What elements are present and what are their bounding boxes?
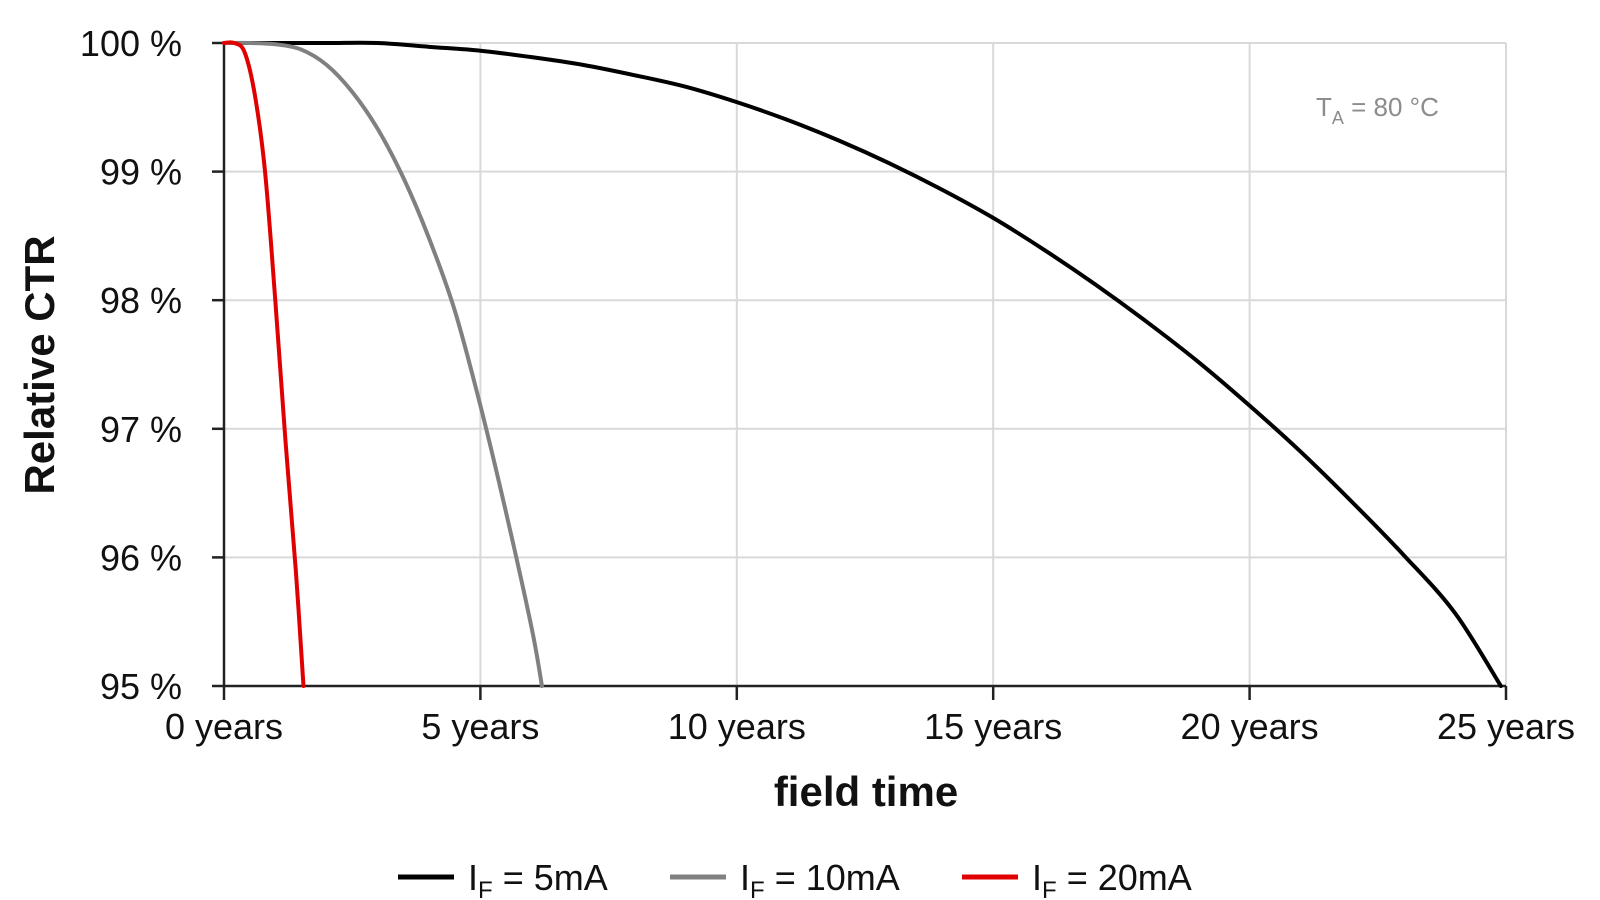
- y-tick-label: 100 %: [80, 23, 182, 64]
- series-line-2: [222, 40, 544, 688]
- y-tick-label: 99 %: [100, 152, 182, 193]
- series-layer: [222, 40, 1503, 688]
- axes-layer: [212, 41, 1508, 700]
- x-tick-label: 25 years: [1437, 706, 1575, 747]
- legend-label-1: IF = 5mA: [468, 857, 608, 900]
- y-tick-label: 95 %: [100, 666, 182, 707]
- annotation-subscript: A: [1332, 108, 1344, 128]
- series-line-3: [222, 40, 306, 688]
- y-tick-label: 98 %: [100, 280, 182, 321]
- ambient-temperature-annotation: TA = 80 °C: [1316, 92, 1439, 128]
- x-tick-label: 10 years: [668, 706, 806, 747]
- x-tick-label: 5 years: [421, 706, 539, 747]
- x-tick-label: 0 years: [165, 706, 283, 747]
- legend-label-3: IF = 20mA: [1032, 857, 1192, 900]
- tick-label-layer: 95 % 96 % 97 % 98 % 99 % 100 % 0 years 5 years 1…: [80, 23, 1575, 747]
- x-tick-label: 15 years: [924, 706, 1062, 747]
- y-tick-label: 96 %: [100, 537, 182, 578]
- y-axis-title: Relative CTR: [16, 235, 63, 494]
- x-tick-label: 20 years: [1181, 706, 1319, 747]
- y-tick-label: 97 %: [100, 409, 182, 450]
- annotation-symbol: T: [1316, 92, 1332, 122]
- legend-label-2: IF = 10mA: [740, 857, 900, 900]
- annotation-value: = 80 °C: [1344, 92, 1439, 122]
- series-line-1: [222, 40, 1503, 688]
- legend: IF = 5mA IF = 10mA IF = 20mA: [398, 857, 1192, 900]
- x-axis-title: field time: [774, 768, 958, 815]
- grid-layer: [224, 42, 1507, 686]
